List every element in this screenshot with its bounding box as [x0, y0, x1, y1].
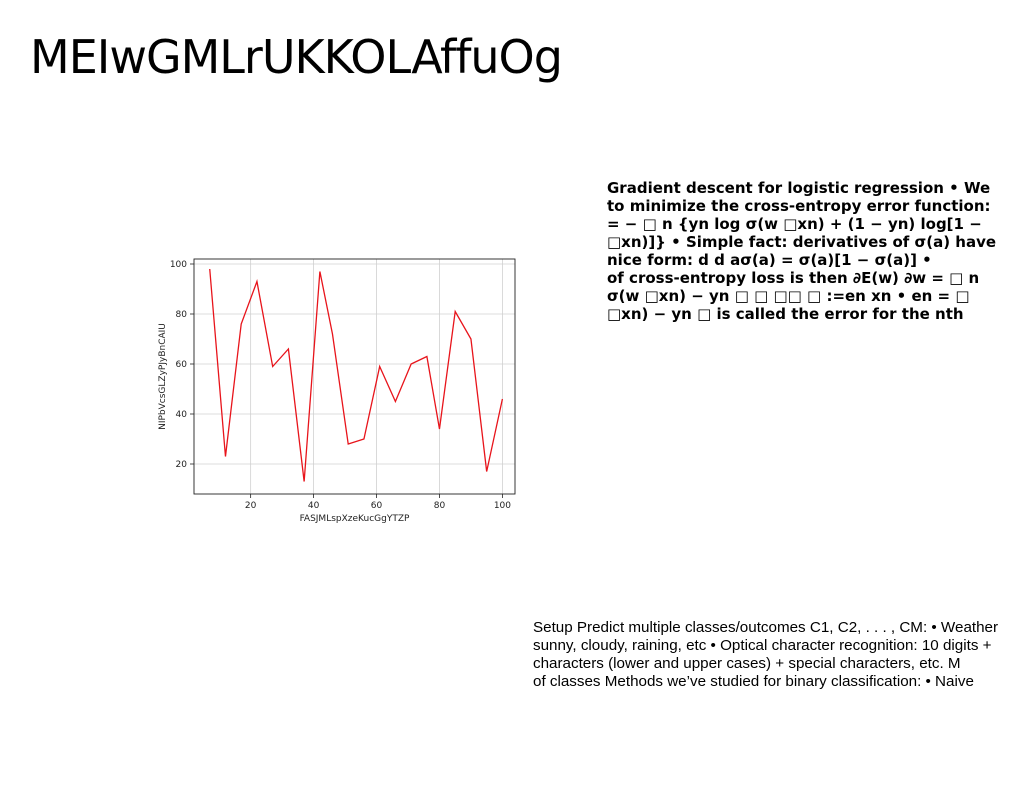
y-tick-label: 80	[176, 310, 188, 320]
y-tick-label: 40	[176, 410, 188, 420]
x-tick-label: 100	[494, 501, 511, 511]
slide-title: MEIwGMLrUKKOLAffuOg	[30, 30, 563, 84]
y-tick-label: 100	[170, 260, 187, 270]
x-tick-label: 60	[371, 501, 383, 511]
multiclass-setup-text-line: Setup Predict multiple classes/outcomes …	[533, 619, 999, 636]
x-axis-label: FASJMLspXzeKucGgYTZP	[300, 514, 410, 524]
gradient-descent-text-line: to minimize the cross-entropy error func…	[607, 197, 991, 215]
x-tick-label: 40	[308, 501, 320, 511]
gradient-descent-text-line: □xn)]} • Simple fact: derivatives of σ(a…	[607, 233, 997, 251]
chart-svg: 20 40 60 80 100 20 40 60 80 100 FASJMLspXzeKucGgYT…	[158, 258, 516, 524]
multiclass-setup-text-line: sunny, cloudy, raining, etc • Optical ch…	[533, 637, 992, 654]
gradient-descent-text-line: = − □ n {yn log σ(w □xn) + (1 − yn) log[…	[607, 215, 982, 233]
plot-frame	[193, 258, 516, 495]
line-chart: 20 40 60 80 100 20 40 60 80 100 FASJMLspXzeKucGgYT…	[150, 250, 530, 530]
y-tick-label: 60	[176, 360, 188, 370]
multiclass-setup-text-line: characters (lower and upper cases) + spe…	[533, 655, 961, 672]
gradient-descent-text: Gradient descent for logistic regression…	[607, 179, 1024, 323]
x-tick-label: 80	[434, 501, 446, 511]
multiclass-setup-text-line: of classes Methods we’ve studied for bin…	[533, 673, 974, 690]
gradient-descent-text-line: of cross-entropy loss is then ∂E(w) ∂w =…	[607, 269, 980, 287]
gradient-descent-text-line: □xn) − yn □ is called the error for the …	[607, 305, 964, 323]
gradient-descent-text-line: nice form: d d aσ(a) = σ(a)[1 − σ(a)] •	[607, 251, 932, 269]
multiclass-setup-text: Setup Predict multiple classes/outcomes …	[533, 619, 1024, 691]
y-axis-label: NIPbVcsGLZyPJyBnCAIU	[158, 323, 168, 430]
y-tick-label: 20	[176, 460, 188, 470]
x-tick-label: 20	[245, 501, 257, 511]
gradient-descent-text-line: Gradient descent for logistic regression…	[607, 179, 991, 197]
gradient-descent-text-line: σ(w □xn) − yn □ □ □□ □ :=en xn • en = □	[607, 287, 970, 305]
series-line	[209, 268, 504, 482]
